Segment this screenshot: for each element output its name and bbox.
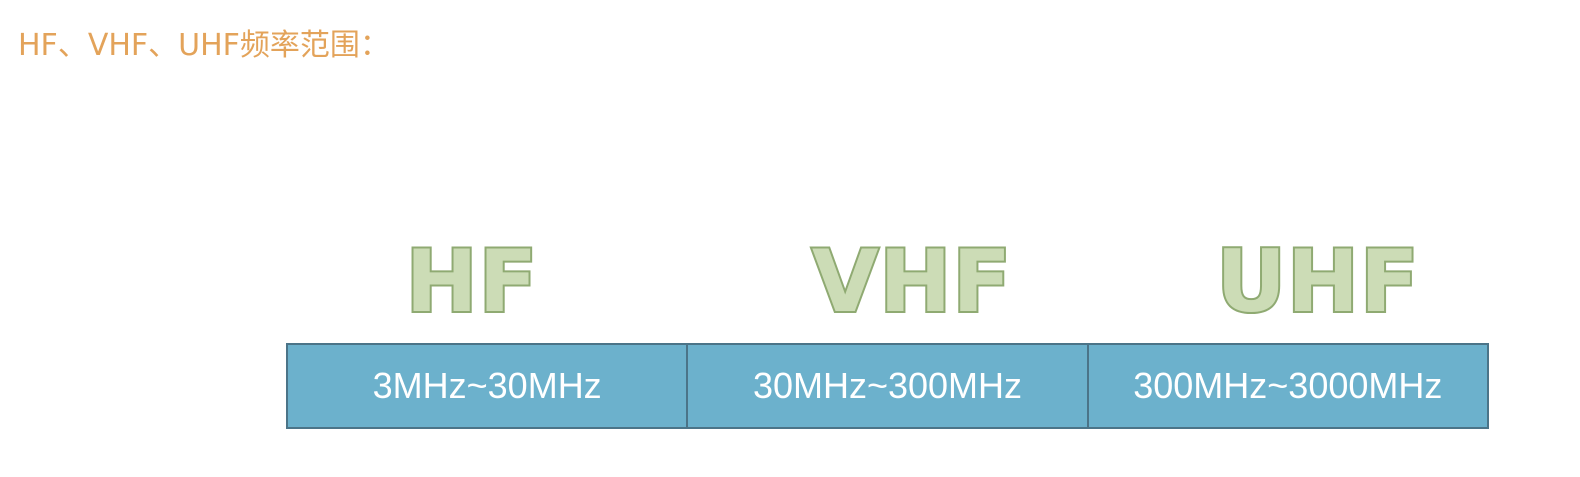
range-cell-uhf: 300MHz~3000MHz xyxy=(1086,345,1487,427)
range-cell-hf: 3MHz~30MHz xyxy=(372,365,602,406)
frequency-range-table: 3MHz~30MHz 30MHz~300MHz 300MHz~3000MHz xyxy=(286,343,1489,429)
band-label-uhf: UHF xyxy=(1214,230,1421,334)
range-cell-vhf: 30MHz~300MHz xyxy=(686,345,1086,427)
page-title: HF、VHF、UHF频率范围： xyxy=(18,28,390,63)
band-label-vhf: VHF xyxy=(810,230,1013,334)
band-label-hf: HF xyxy=(404,230,540,334)
